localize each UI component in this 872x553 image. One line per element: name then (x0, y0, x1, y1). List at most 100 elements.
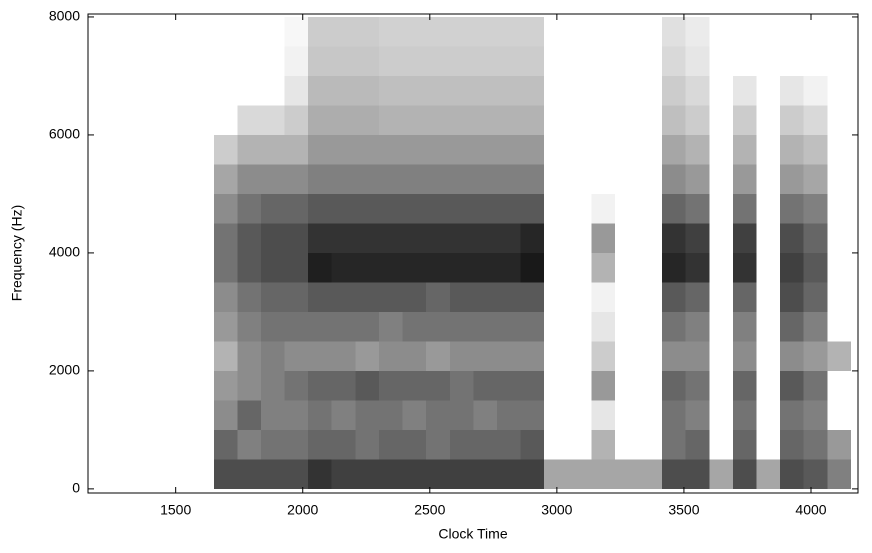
cell (732, 223, 757, 253)
cell (567, 46, 592, 76)
cell (709, 75, 733, 106)
cell (331, 75, 356, 106)
cell (261, 134, 285, 165)
cell (355, 341, 379, 371)
cell (426, 193, 450, 224)
cell (449, 193, 474, 224)
cell (355, 75, 379, 106)
cell (756, 282, 781, 312)
cell (520, 311, 545, 342)
cell (732, 75, 757, 106)
cell (756, 252, 781, 283)
x-tick-label: 2000 (287, 502, 318, 518)
x-tick-label: 2500 (414, 502, 445, 518)
cell (426, 46, 450, 76)
cell (685, 252, 710, 283)
cell (237, 46, 262, 76)
y-tick-label: 0 (72, 480, 80, 496)
cell (496, 75, 521, 106)
cell (331, 282, 356, 312)
cell (803, 105, 828, 135)
cell (378, 16, 403, 47)
cell (709, 164, 733, 194)
cell (780, 370, 804, 401)
cell (426, 400, 450, 430)
cell (614, 16, 639, 47)
cell (520, 105, 545, 135)
cell (685, 105, 710, 135)
cell (614, 75, 639, 106)
cell (284, 341, 309, 371)
cell (567, 311, 592, 342)
cell (284, 75, 309, 106)
cell (591, 459, 615, 489)
cell (520, 282, 545, 312)
cell (284, 105, 309, 135)
cell (355, 16, 379, 47)
cell (662, 134, 686, 165)
cell (213, 459, 238, 489)
cell (308, 282, 332, 312)
cell (544, 341, 568, 371)
cell (308, 252, 332, 283)
y-axis-label: Frequency (Hz) (9, 205, 25, 301)
cell (355, 134, 379, 165)
cell (732, 164, 757, 194)
cell (402, 400, 427, 430)
cell (638, 341, 663, 371)
cell (284, 370, 309, 401)
cell (331, 164, 356, 194)
cell (544, 164, 568, 194)
cell (756, 46, 781, 76)
cell (638, 400, 663, 430)
cell (591, 282, 615, 312)
cell (614, 223, 639, 253)
cell (308, 46, 332, 76)
cell (378, 341, 403, 371)
cell (496, 370, 521, 401)
cell (284, 459, 309, 489)
cell (473, 134, 497, 165)
cell (237, 164, 262, 194)
cell (237, 400, 262, 430)
cell (331, 459, 356, 489)
cell (331, 16, 356, 47)
cell (402, 459, 427, 489)
cell (756, 16, 781, 47)
cell (827, 282, 851, 312)
cell (402, 193, 427, 224)
cell (803, 193, 828, 224)
cell (237, 16, 262, 47)
cell (685, 341, 710, 371)
cell (213, 282, 238, 312)
cell (803, 282, 828, 312)
cell (544, 46, 568, 76)
cell (449, 400, 474, 430)
cell (355, 459, 379, 489)
cell (261, 193, 285, 224)
cell (709, 16, 733, 47)
cell (496, 252, 521, 283)
cell (544, 134, 568, 165)
cell (213, 16, 238, 47)
cell (402, 16, 427, 47)
cell (685, 134, 710, 165)
cell (261, 16, 285, 47)
cell (614, 311, 639, 342)
cell (213, 370, 238, 401)
y-tick-label: 4000 (49, 244, 80, 260)
cell (591, 252, 615, 283)
cell (213, 252, 238, 283)
cell (756, 370, 781, 401)
cell (614, 282, 639, 312)
cell (638, 164, 663, 194)
cell (544, 223, 568, 253)
cell (614, 429, 639, 460)
cell (638, 370, 663, 401)
cell (567, 252, 592, 283)
cell (426, 429, 450, 460)
cell (449, 252, 474, 283)
cell (355, 282, 379, 312)
cell (591, 341, 615, 371)
